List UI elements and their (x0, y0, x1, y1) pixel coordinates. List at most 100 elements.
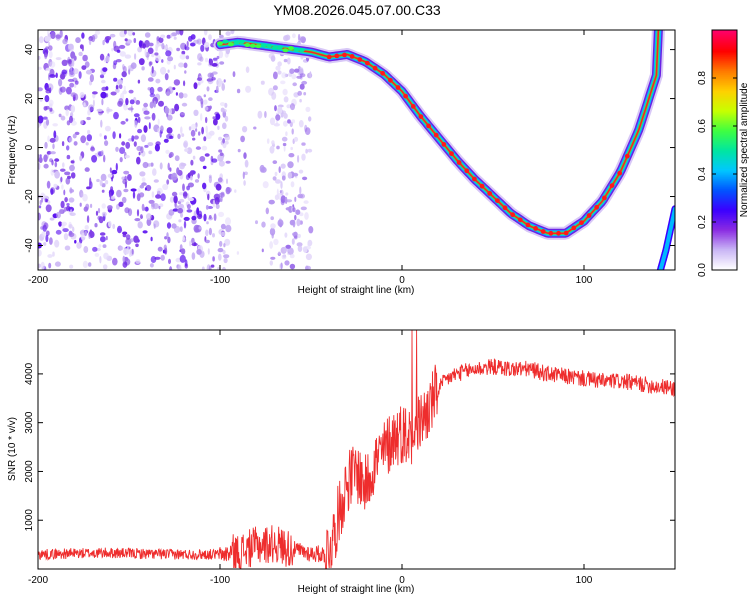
noise-speckle (61, 184, 64, 190)
noise-speckle (255, 220, 258, 225)
ridge-bead (602, 195, 607, 201)
x-tick-label: 0 (399, 575, 405, 586)
noise-speckle (49, 237, 53, 245)
noise-speckle (286, 104, 292, 109)
noise-speckle (280, 181, 283, 189)
noise-speckle (43, 106, 48, 111)
noise-speckle (75, 37, 81, 44)
colorbar-step (712, 82, 737, 85)
noise-speckle (149, 263, 154, 268)
noise-speckle (270, 216, 275, 221)
ridge-bead (456, 160, 462, 165)
noise-speckle (39, 200, 42, 205)
noise-speckle (39, 98, 43, 102)
noise-speckle (193, 241, 196, 247)
noise-speckle (220, 223, 226, 230)
noise-speckle (305, 265, 311, 270)
noise-speckle (217, 125, 220, 130)
noise-speckle (78, 51, 83, 57)
noise-speckle (266, 138, 270, 144)
noise-speckle (70, 172, 76, 179)
noise-speckle (271, 233, 274, 239)
colorbar-step (712, 108, 737, 111)
colorbar-step (712, 214, 737, 217)
colorbar-step (712, 152, 737, 155)
noise-speckle (218, 149, 223, 153)
noise-speckle (289, 263, 296, 270)
noise-speckle (268, 199, 275, 205)
noise-speckle (80, 233, 86, 241)
noise-speckle (272, 85, 278, 91)
noise-speckle (222, 108, 227, 113)
noise-speckle (102, 67, 108, 72)
noise-speckle (104, 180, 109, 185)
noise-speckle (199, 56, 204, 62)
noise-speckle (209, 130, 215, 136)
noise-speckle (86, 116, 91, 121)
noise-speckle (299, 83, 305, 90)
colorbar-step (712, 202, 737, 205)
noise-speckle (261, 248, 264, 253)
noise-speckle (89, 229, 93, 237)
secondary-ridge (658, 206, 675, 270)
noise-speckle (154, 143, 160, 152)
noise-speckle (96, 108, 103, 112)
snr-line (38, 330, 675, 569)
noise-speckle (285, 34, 291, 41)
noise-speckle (188, 35, 193, 42)
noise-speckle (179, 198, 185, 203)
noise-speckle (208, 105, 212, 110)
colorbar-step (712, 92, 737, 95)
noise-speckle (123, 103, 126, 107)
noise-speckle (64, 197, 68, 203)
noise-speckle (180, 112, 185, 116)
noise-speckle (277, 106, 283, 114)
noise-speckle (203, 94, 206, 98)
noise-speckle (95, 210, 99, 216)
noise-speckle (139, 192, 145, 198)
noise-speckle (156, 187, 163, 195)
noise-speckle (169, 266, 173, 270)
colorbar-step (712, 72, 737, 75)
noise-speckle (118, 84, 123, 90)
x-tick-label: 0 (399, 275, 405, 286)
noise-speckle (119, 133, 122, 139)
noise-speckle (45, 67, 52, 71)
noise-speckle (46, 150, 52, 155)
noise-speckle (183, 62, 188, 69)
noise-speckle (45, 230, 50, 236)
noise-speckle (146, 218, 152, 227)
noise-speckle (132, 32, 136, 36)
y-tick-label: -20 (24, 189, 35, 204)
noise-speckle (125, 141, 131, 149)
ridge-bead (298, 47, 305, 52)
noise-speckle (261, 221, 266, 228)
noise-speckle (48, 45, 53, 51)
ridge-bead (441, 142, 447, 147)
noise-speckle (208, 97, 213, 101)
colorbar-step (712, 250, 737, 253)
colorbar-step (712, 194, 737, 197)
noise-speckle (176, 47, 181, 52)
noise-speckle (113, 77, 118, 82)
noise-speckle (133, 141, 137, 147)
ridge-bead (556, 230, 561, 236)
snr-frame (37, 329, 676, 570)
noise-speckle (275, 120, 278, 125)
noise-speckle (133, 235, 139, 243)
noise-speckle (141, 177, 146, 183)
noise-speckle (135, 100, 141, 105)
noise-speckle (69, 164, 75, 172)
colorbar-step (712, 102, 737, 105)
noise-speckle (196, 77, 203, 81)
noise-speckle (104, 125, 111, 132)
noise-speckle (214, 197, 220, 205)
colorbar-step (712, 206, 737, 209)
ridge-bead (271, 45, 278, 50)
noise-speckle (236, 251, 240, 255)
noise-speckle (128, 89, 134, 94)
noise-speckle (49, 74, 56, 78)
noise-speckle (64, 245, 71, 251)
noise-speckle (82, 54, 88, 62)
noise-speckle (230, 30, 235, 35)
